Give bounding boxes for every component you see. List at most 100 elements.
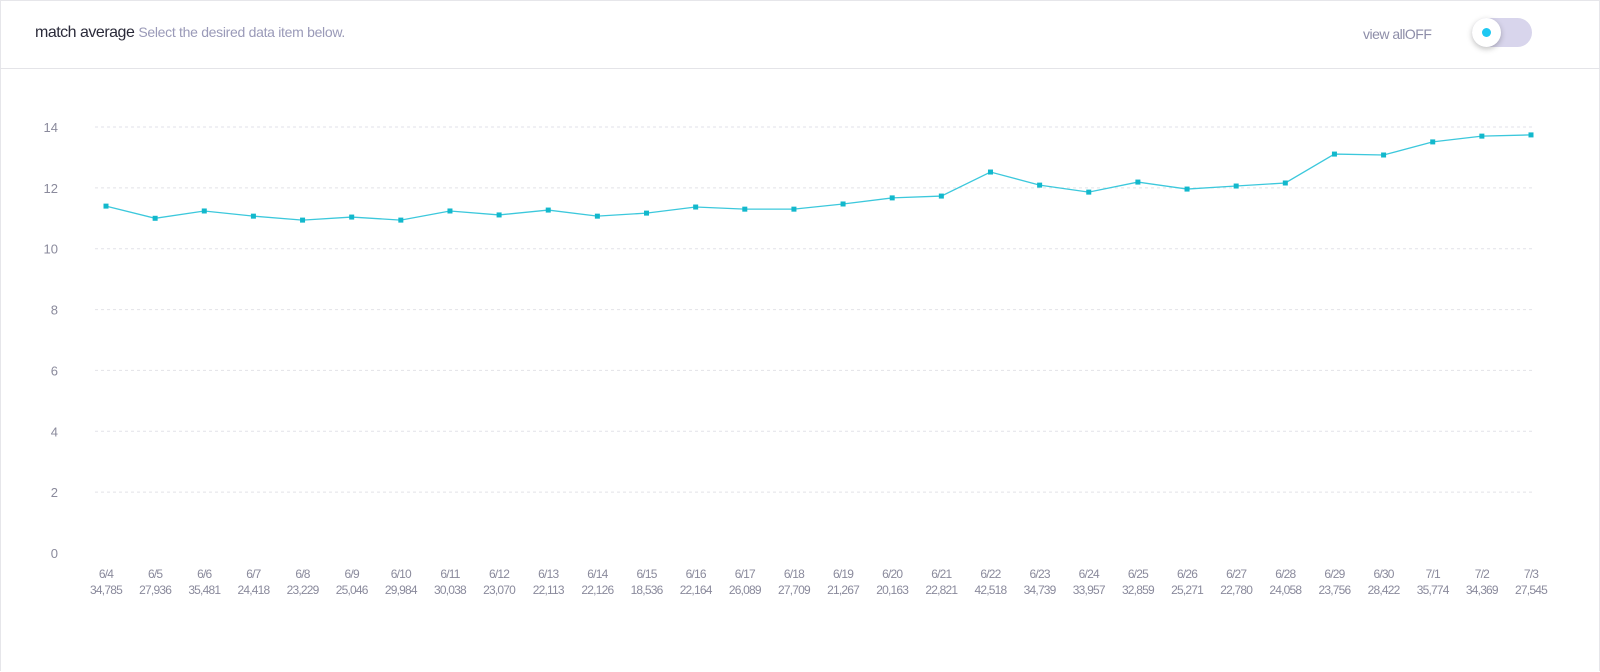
data-point (103, 203, 109, 209)
data-point (693, 204, 699, 210)
data-point (987, 169, 993, 175)
x-count-label: 22,113 (533, 583, 565, 597)
x-tick-label: 7/3 (1524, 567, 1539, 581)
data-point (300, 217, 306, 223)
data-point (496, 212, 502, 218)
toggle-dot-icon (1482, 28, 1491, 37)
x-tick-label: 6/25 (1128, 567, 1149, 581)
x-count-label: 25,271 (1171, 583, 1204, 597)
data-point (1430, 139, 1436, 145)
x-count-label: 23,756 (1318, 583, 1351, 597)
x-tick-label: 6/6 (197, 567, 212, 581)
x-tick-label: 6/28 (1275, 567, 1296, 581)
x-count-label: 26,089 (729, 583, 762, 597)
x-tick-label: 6/24 (1079, 567, 1100, 581)
data-point (1233, 183, 1239, 189)
data-point (1381, 152, 1387, 158)
y-tick-label: 10 (44, 242, 58, 257)
x-tick-label: 6/21 (931, 567, 952, 581)
toggle-knob[interactable] (1472, 18, 1501, 47)
x-tick-label: 6/20 (882, 567, 903, 581)
y-tick-label: 2 (51, 485, 58, 500)
x-count-label: 34,785 (90, 583, 123, 597)
x-tick-label: 6/12 (489, 567, 510, 581)
card-header: match average Select the desired data ite… (0, 0, 1600, 69)
x-tick-label: 6/22 (980, 567, 1001, 581)
x-count-label: 25,046 (336, 583, 369, 597)
x-count-label: 22,126 (581, 583, 614, 597)
x-tick-label: 6/10 (391, 567, 412, 581)
data-point (742, 206, 748, 212)
x-tick-label: 6/16 (686, 567, 707, 581)
x-tick-label: 6/8 (295, 567, 310, 581)
x-count-label: 24,058 (1269, 583, 1302, 597)
x-count-label: 34,369 (1466, 583, 1499, 597)
data-point (938, 193, 944, 199)
x-count-label: 35,481 (188, 583, 221, 597)
x-count-label: 21,267 (827, 583, 860, 597)
x-tick-label: 6/15 (636, 567, 657, 581)
title-text: match average (35, 24, 135, 41)
x-tick-label: 6/11 (440, 567, 460, 581)
data-point (1528, 132, 1534, 138)
x-tick-label: 6/14 (587, 567, 608, 581)
x-count-label: 22,164 (680, 583, 713, 597)
data-point (644, 210, 650, 216)
x-count-label: 27,709 (778, 583, 811, 597)
x-tick-label: 7/2 (1475, 567, 1490, 581)
x-count-label: 18,536 (631, 583, 664, 597)
data-point (1037, 182, 1043, 188)
subtitle: Select the desired data item below. (138, 24, 345, 40)
x-tick-label: 6/27 (1226, 567, 1247, 581)
view-all-toggle[interactable] (1472, 18, 1532, 47)
y-tick-label: 14 (44, 120, 58, 135)
x-count-label: 34,739 (1024, 583, 1057, 597)
data-point (201, 208, 207, 214)
x-tick-label: 6/18 (784, 567, 805, 581)
data-point (1135, 179, 1141, 185)
x-count-label: 28,422 (1368, 583, 1401, 597)
x-tick-label: 7/1 (1426, 567, 1441, 581)
data-point (594, 213, 600, 219)
x-count-label: 32,859 (1122, 583, 1155, 597)
x-tick-label: 6/23 (1030, 567, 1051, 581)
view-all-label: view allOFF (1363, 26, 1432, 42)
x-tick-label: 6/30 (1374, 567, 1395, 581)
x-tick-label: 6/7 (246, 567, 261, 581)
x-count-label: 35,774 (1417, 583, 1450, 597)
x-count-label: 20,163 (876, 583, 909, 597)
y-tick-label: 4 (51, 424, 58, 439)
x-count-label: 23,229 (287, 583, 320, 597)
data-point (1184, 186, 1190, 192)
x-count-label: 22,780 (1220, 583, 1253, 597)
y-tick-label: 8 (51, 303, 58, 318)
x-tick-label: 6/19 (833, 567, 854, 581)
x-count-label: 24,418 (237, 583, 270, 597)
x-count-label: 29,984 (385, 583, 418, 597)
x-tick-label: 6/29 (1324, 567, 1345, 581)
x-tick-label: 6/5 (148, 567, 163, 581)
x-count-label: 27,936 (139, 583, 172, 597)
y-tick-label: 6 (51, 363, 58, 378)
data-point (250, 213, 256, 219)
data-point (447, 208, 453, 214)
data-point (840, 201, 846, 207)
data-point (1479, 133, 1485, 139)
x-tick-label: 6/17 (735, 567, 756, 581)
data-point (1086, 189, 1092, 195)
chart-title: match average Select the desired data ite… (35, 24, 345, 42)
data-point (889, 195, 895, 201)
x-tick-label: 6/9 (345, 567, 360, 581)
x-tick-label: 6/13 (538, 567, 559, 581)
x-count-label: 42,518 (975, 583, 1008, 597)
x-tick-label: 6/4 (99, 567, 114, 581)
data-point (1282, 180, 1288, 186)
series-line (105, 134, 1532, 221)
x-count-label: 23,070 (483, 583, 516, 597)
data-point (349, 214, 355, 220)
x-tick-label: 6/26 (1177, 567, 1198, 581)
data-point (791, 206, 797, 212)
data-point (545, 207, 551, 213)
data-point (398, 217, 404, 223)
